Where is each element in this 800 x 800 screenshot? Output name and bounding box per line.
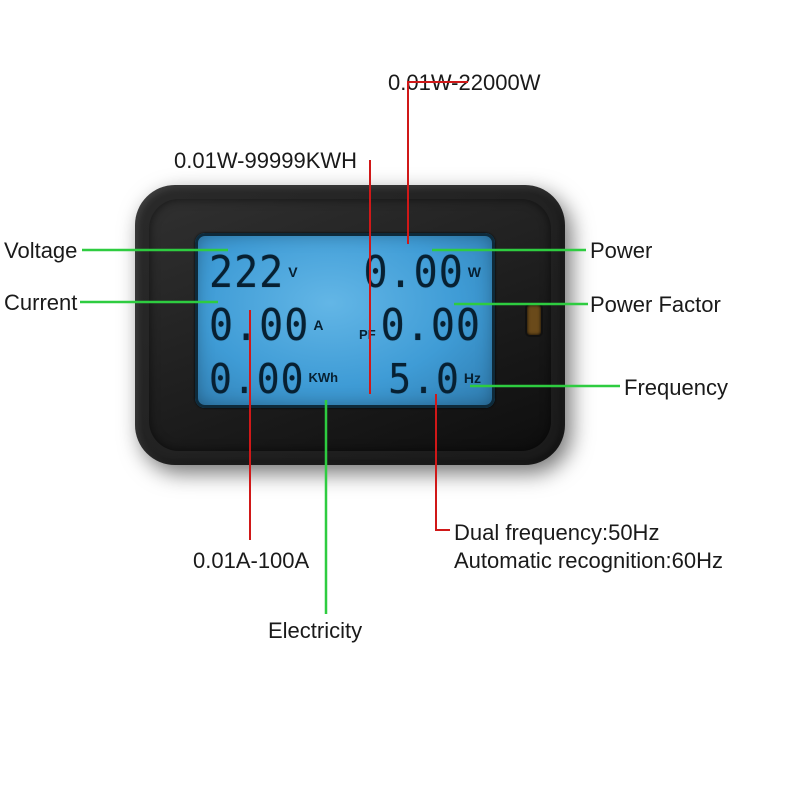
label-voltage: Voltage [4, 238, 77, 264]
label-power-factor: Power Factor [590, 292, 721, 318]
lcd-voltage-unit: V [287, 264, 297, 282]
label-electricity: Electricity [268, 618, 362, 644]
label-current: Current [4, 290, 77, 316]
lcd-power-value: 0.00 [363, 252, 463, 295]
lcd-row-2: 0.00 A PF 0.00 [207, 295, 483, 345]
lcd-freq-unit: Hz [463, 370, 481, 388]
lcd-row-1: 222 V 0.00 W [207, 243, 483, 293]
lcd-power-unit: W [467, 264, 481, 282]
lcd-pf-prefix: PF [359, 327, 378, 346]
label-range-current: 0.01A-100A [193, 548, 309, 574]
lcd-pf-value: 0.00 [381, 304, 481, 347]
lcd-current-value: 0.00 [209, 304, 309, 347]
label-dual-freq-2: Automatic recognition:60Hz [454, 548, 723, 574]
label-range-power: 0.01W-22000W [388, 70, 540, 96]
label-range-energy: 0.01W-99999KWH [174, 148, 357, 174]
label-dual-freq-1: Dual frequency:50Hz [454, 520, 659, 546]
lcd-freq-value: 5.0 [388, 358, 460, 399]
lcd-current-unit: A [312, 317, 323, 335]
lcd-energy-unit: KWh [308, 370, 339, 387]
meter-device: 222 V 0.00 W 0.00 A PF 0.00 [135, 185, 565, 465]
lcd-voltage-value: 222 [209, 252, 284, 295]
label-frequency: Frequency [624, 375, 728, 401]
lcd-energy-value: 0.00 [209, 358, 305, 399]
lcd-row-3: 0.00 KWh 5.0 Hz [207, 348, 483, 398]
device-side-button[interactable] [527, 305, 541, 335]
lcd-screen: 222 V 0.00 W 0.00 A PF 0.00 [195, 233, 495, 408]
label-power: Power [590, 238, 652, 264]
